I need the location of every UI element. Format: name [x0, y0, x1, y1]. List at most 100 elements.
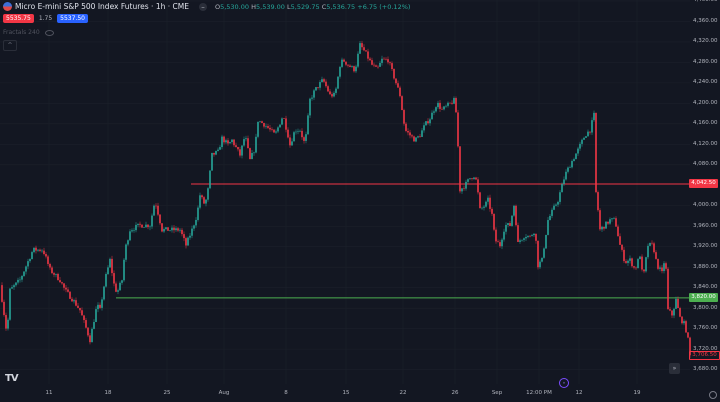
candle-down [317, 87, 319, 88]
price-tick-label: 4,360.00 [693, 17, 718, 24]
candle-down [537, 240, 539, 268]
time-tick-label: 18 [104, 390, 112, 396]
candle-up [461, 188, 463, 192]
sell-button[interactable]: 5535.75 [3, 14, 34, 23]
candle-up [647, 245, 649, 258]
candle-up [191, 228, 193, 236]
candle-up [125, 244, 127, 260]
candle-up [645, 257, 647, 272]
candle-down [457, 112, 459, 147]
candle-down [491, 208, 493, 214]
candle-up [101, 299, 103, 308]
candle-up [55, 273, 57, 275]
candle-up [431, 112, 433, 120]
economic-event-icon[interactable]: » [559, 378, 569, 388]
buy-button[interactable]: 5537.50 [57, 14, 88, 23]
candle-down [323, 79, 325, 82]
candle-up [551, 209, 553, 216]
candle-up [15, 282, 17, 286]
chevron-up-icon[interactable]: ^ [3, 40, 17, 51]
spread-value: 1.75 [38, 15, 53, 22]
candle-up [153, 205, 155, 216]
candle-down [99, 304, 101, 308]
candle-up [587, 131, 589, 137]
candle-down [349, 65, 351, 67]
candle-down [679, 308, 681, 317]
candle-down [449, 102, 451, 104]
candle-up [137, 223, 139, 225]
candle-up [97, 304, 99, 310]
scroll-to-realtime-icon[interactable]: » [669, 363, 680, 374]
time-tick-label: 26 [451, 390, 459, 396]
tradingview-logo[interactable]: TV [5, 373, 19, 384]
candle-down [159, 214, 161, 224]
price-tick-label: 4,200.00 [693, 99, 718, 106]
candle-up [41, 250, 43, 252]
candle-up [583, 137, 585, 140]
price-tick-label: 4,400.00 [693, 0, 718, 4]
time-tick-label: 25 [163, 390, 171, 396]
symbol-title[interactable]: Micro E-mini S&P 500 Index Futures · 1h … [15, 2, 189, 11]
candle-down [167, 227, 169, 231]
candle-up [663, 263, 665, 272]
eye-icon[interactable] [44, 29, 54, 36]
candle-down [261, 121, 263, 123]
candle-up [465, 181, 467, 189]
candle-down [463, 188, 465, 189]
candle-up [31, 252, 33, 260]
candle-up [245, 138, 247, 140]
candle-down [111, 258, 113, 274]
gear-icon[interactable] [709, 391, 717, 399]
price-tick-label: 3,840.00 [693, 284, 718, 291]
candle-down [63, 283, 65, 288]
candle-down [389, 62, 391, 64]
candle-down [327, 86, 329, 92]
candle-up [9, 288, 11, 320]
candle-down [413, 136, 415, 142]
candle-up [277, 127, 279, 132]
candle-up [423, 125, 425, 131]
candle-down [607, 221, 609, 224]
candle-down [201, 195, 203, 198]
minimize-icon[interactable]: – [198, 2, 207, 11]
candle-down [43, 250, 45, 255]
candle-up [627, 260, 629, 263]
candle-down [5, 314, 7, 329]
candle-up [211, 152, 213, 171]
candle-up [565, 171, 567, 180]
candle-up [415, 137, 417, 142]
candle-down [419, 136, 421, 137]
candle-up [281, 118, 283, 125]
candle-up [519, 240, 521, 242]
candle-up [253, 152, 255, 154]
candle-up [179, 229, 181, 231]
candle-down [489, 197, 491, 209]
symbol-header: Micro E-mini S&P 500 Index Futures · 1h … [3, 2, 410, 11]
time-tick-label: Sep [491, 390, 503, 396]
candle-down [655, 252, 657, 259]
candle-up [195, 219, 197, 226]
candle-down [383, 58, 385, 60]
candle-up [175, 228, 177, 231]
candle-up [683, 321, 685, 324]
candle-down [249, 148, 251, 160]
candle-up [545, 234, 547, 249]
price-tick-label: 3,920.00 [693, 243, 718, 250]
price-tick-label: 3,760.00 [693, 325, 718, 332]
time-tick-label: 15 [342, 390, 350, 396]
candle-down [347, 64, 349, 66]
candle-down [441, 108, 443, 110]
indicator-name[interactable]: Fractals 240 [3, 29, 40, 36]
candle-up [341, 59, 343, 67]
candle-down [617, 226, 619, 237]
candle-down [157, 205, 159, 215]
candle-up [103, 286, 105, 300]
candle-up [127, 240, 129, 245]
candle-up [569, 167, 571, 168]
candle-down [203, 197, 205, 204]
candle-down [325, 81, 327, 87]
candle-up [567, 167, 569, 172]
candle-down [375, 65, 377, 67]
candle-up [437, 102, 439, 108]
